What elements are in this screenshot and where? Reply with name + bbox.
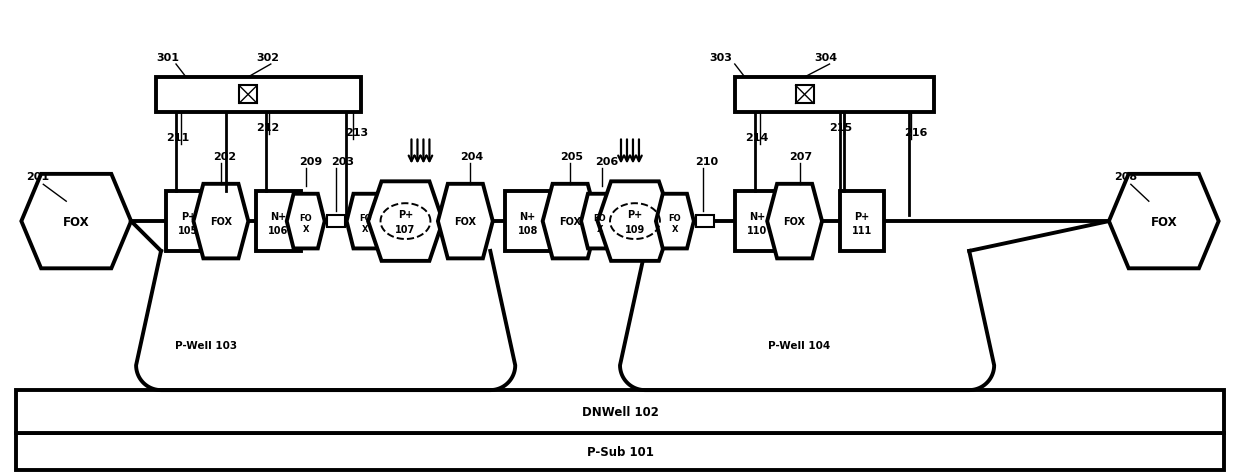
Text: FOX: FOX xyxy=(784,217,806,227)
Bar xyxy=(166,192,211,251)
Polygon shape xyxy=(368,182,443,261)
Text: 303: 303 xyxy=(709,53,733,63)
Text: FO: FO xyxy=(594,213,606,222)
Text: 210: 210 xyxy=(694,157,718,167)
Text: FOX: FOX xyxy=(1151,215,1177,228)
Polygon shape xyxy=(1109,175,1219,269)
Bar xyxy=(505,192,551,251)
Text: FOX: FOX xyxy=(63,215,89,228)
Bar xyxy=(156,78,361,112)
Polygon shape xyxy=(768,184,822,259)
Text: 106: 106 xyxy=(268,226,289,236)
Polygon shape xyxy=(543,184,598,259)
Text: 205: 205 xyxy=(560,152,583,162)
Text: FOX: FOX xyxy=(559,217,582,227)
Text: FOX: FOX xyxy=(454,217,476,227)
Text: 201: 201 xyxy=(26,172,50,182)
Text: X: X xyxy=(672,224,678,233)
Polygon shape xyxy=(347,194,384,249)
Text: 111: 111 xyxy=(852,226,872,236)
Bar xyxy=(16,433,1224,470)
Text: FO: FO xyxy=(360,213,372,222)
Text: FO: FO xyxy=(299,213,312,222)
Text: X: X xyxy=(596,224,604,233)
Text: DNWell 102: DNWell 102 xyxy=(582,405,658,418)
Text: 213: 213 xyxy=(346,127,368,137)
Text: 301: 301 xyxy=(156,53,179,63)
Text: N+: N+ xyxy=(520,212,536,222)
Text: P+: P+ xyxy=(854,212,869,222)
Text: 110: 110 xyxy=(746,226,768,236)
Text: N+: N+ xyxy=(749,212,765,222)
Bar xyxy=(735,78,934,112)
Text: 214: 214 xyxy=(745,132,768,142)
Text: 105: 105 xyxy=(179,226,198,236)
Text: 208: 208 xyxy=(1114,172,1137,182)
Text: 216: 216 xyxy=(904,127,928,137)
Text: P-Well 104: P-Well 104 xyxy=(769,341,831,351)
Text: N+: N+ xyxy=(270,212,286,222)
Polygon shape xyxy=(656,194,694,249)
Bar xyxy=(839,192,884,251)
Text: 202: 202 xyxy=(213,152,236,162)
Bar xyxy=(735,192,780,251)
Text: 108: 108 xyxy=(517,226,538,236)
Text: 304: 304 xyxy=(815,53,838,63)
Text: P+: P+ xyxy=(181,212,196,222)
Bar xyxy=(796,86,813,104)
Text: 109: 109 xyxy=(625,225,645,235)
Bar xyxy=(16,390,1224,433)
Polygon shape xyxy=(193,184,248,259)
Text: FO: FO xyxy=(668,213,681,222)
Text: P-Sub 101: P-Sub 101 xyxy=(587,445,653,458)
Polygon shape xyxy=(582,194,619,249)
Text: 211: 211 xyxy=(166,132,190,142)
Text: 212: 212 xyxy=(255,122,279,132)
Bar xyxy=(696,216,714,228)
Bar xyxy=(255,192,301,251)
Text: P+: P+ xyxy=(627,210,642,220)
Text: 302: 302 xyxy=(255,53,279,63)
Text: 107: 107 xyxy=(396,225,415,235)
Text: 206: 206 xyxy=(595,157,619,167)
Text: P+: P+ xyxy=(398,210,413,220)
Polygon shape xyxy=(286,194,325,249)
Text: X: X xyxy=(303,224,309,233)
Text: FOX: FOX xyxy=(210,217,232,227)
Text: 203: 203 xyxy=(331,157,353,167)
Polygon shape xyxy=(21,175,131,269)
Polygon shape xyxy=(438,184,492,259)
Text: 207: 207 xyxy=(790,152,812,162)
Text: 204: 204 xyxy=(460,152,484,162)
Bar xyxy=(326,216,345,228)
Text: 215: 215 xyxy=(830,122,853,132)
Text: P-Well 103: P-Well 103 xyxy=(175,341,237,351)
Bar xyxy=(239,86,257,104)
Text: X: X xyxy=(362,224,368,233)
Text: 209: 209 xyxy=(299,157,322,167)
Polygon shape xyxy=(598,182,672,261)
